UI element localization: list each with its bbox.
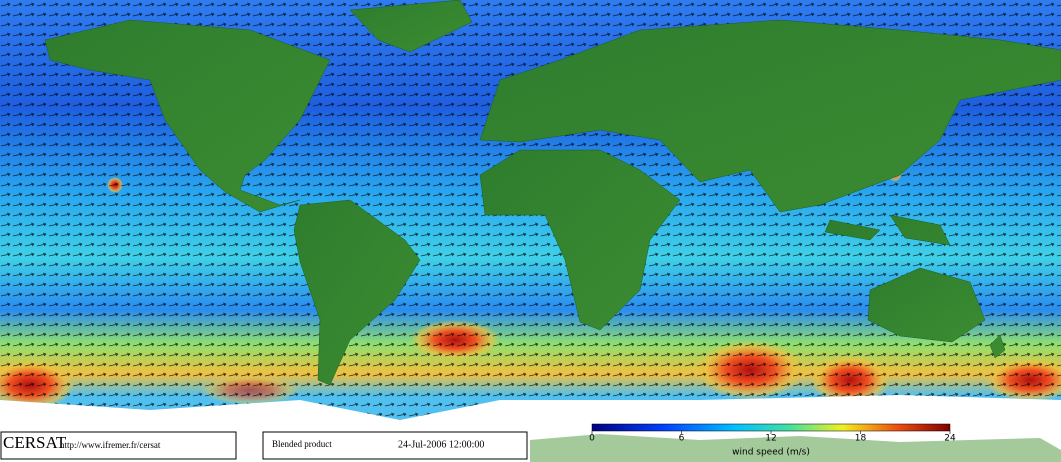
colorbar-label: wind speed (m/s): [732, 448, 810, 458]
date: 24-Jul-2006 12:00:00: [398, 439, 484, 450]
colorbar: [591, 423, 951, 432]
colorbar-tick-label: 18: [855, 434, 867, 444]
colorbar-tick-label: 0: [589, 434, 595, 444]
colorbar-tick-label: 24: [944, 434, 956, 444]
colorbar-tick-label: 12: [765, 434, 776, 444]
product-box: [262, 431, 528, 460]
logo-box: [0, 431, 237, 460]
logo: CERSAT: [3, 433, 67, 452]
url[interactable]: http://www.ifremer.fr/cersat: [60, 440, 161, 450]
product: Blended product: [272, 439, 332, 449]
continents: [44, 0, 1061, 386]
antarctic-relief: [530, 434, 1061, 462]
colorbar-tick-label: 6: [679, 434, 685, 444]
